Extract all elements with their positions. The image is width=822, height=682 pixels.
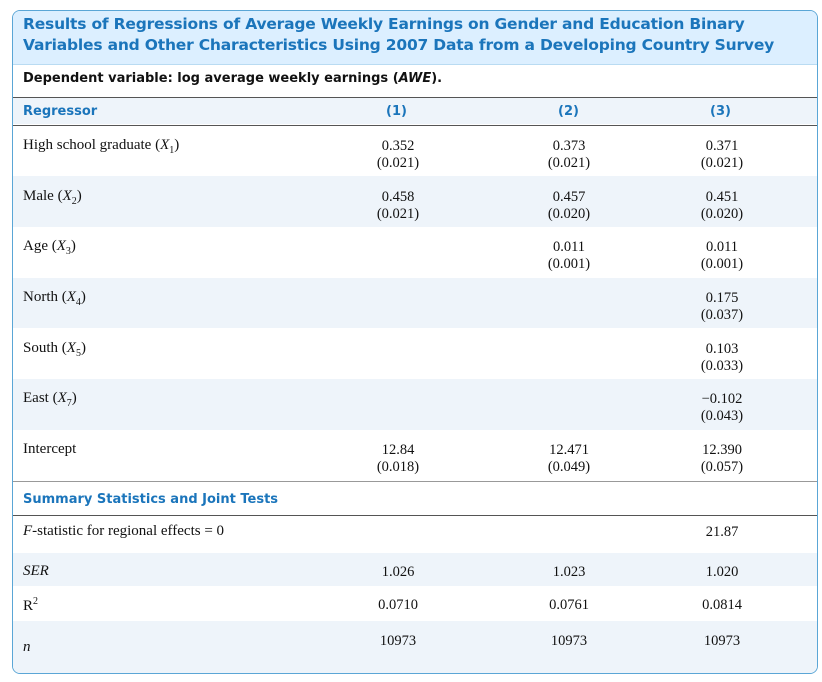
row-label: East (X7) [23,390,77,409]
fstat-label: F-statistic for regional effects = 0 [23,523,225,539]
col1-header: (1) [386,104,407,119]
row-1-col3: 0.451 (0.020) [677,189,767,223]
row-band [13,278,817,328]
coefficient: 12.390 [702,442,742,458]
coefficient: 12.471 [549,442,589,458]
row-2-col2: 0.011 (0.001) [524,239,614,273]
row-3-col3: 0.175 (0.037) [677,290,767,324]
row-band [13,621,817,673]
standard-error: (0.020) [547,206,591,222]
standard-error: (0.001) [700,256,744,272]
row-6-col3: 12.390 (0.057) [677,442,767,476]
r2-col1: 0.0710 [378,597,418,613]
coefficient: 0.458 [381,189,415,205]
row-0-col2: 0.373 (0.021) [524,138,614,172]
table-title: Results of Regressions of Average Weekly… [13,11,817,65]
summary-header: Summary Statistics and Joint Tests [23,492,279,507]
standard-error: (0.057) [700,459,744,475]
standard-error: (0.021) [376,155,420,171]
n-col1: 10973 [379,633,417,649]
intercept-rule [13,481,817,482]
row-label: Male (X2) [23,188,82,207]
standard-error: (0.001) [547,256,591,272]
n-label: n [23,639,31,655]
row-band [13,379,817,430]
standard-error: (0.020) [700,206,744,222]
col3-header: (3) [710,104,731,119]
row-6-col2: 12.471 (0.049) [524,442,614,476]
coefficient: 0.371 [705,138,739,154]
r2-label: R2 [23,596,39,614]
col2-header: (2) [558,104,579,119]
r2-col3: 0.0814 [702,597,742,613]
row-2-col3: 0.011 (0.001) [677,239,767,273]
row-6-col1: 12.84 (0.018) [353,442,443,476]
n-col3: 10973 [703,633,741,649]
row-label: North (X4) [23,289,86,308]
standard-error: (0.021) [376,206,420,222]
coefficient: 0.457 [552,189,586,205]
standard-error: (0.043) [700,408,744,424]
fstat-col3: 21.87 [705,524,739,540]
row-0-col3: 0.371 (0.021) [677,138,767,172]
summary-top-rule [13,515,817,516]
standard-error: (0.018) [376,459,420,475]
row-label: Intercept [23,441,77,457]
row-label: South (X5) [23,340,86,359]
coefficient: −0.102 [701,391,743,407]
standard-error: (0.021) [700,155,744,171]
row-0-col1: 0.352 (0.021) [353,138,443,172]
coefficient: 0.175 [705,290,739,306]
coefficient: 0.373 [552,138,586,154]
standard-error: (0.049) [547,459,591,475]
dependent-variable-note: Dependent variable: log average weekly e… [23,71,443,86]
header-top-rule [13,97,817,98]
standard-error: (0.033) [700,358,744,374]
coefficient: 0.451 [705,189,739,205]
header-band [13,98,817,124]
ser-col3: 1.020 [705,564,739,580]
row-label: Age (X3) [23,238,76,257]
standard-error: (0.037) [700,307,744,323]
coefficient: 0.103 [705,341,739,357]
row-band [13,553,817,586]
regression-table-frame: Results of Regressions of Average Weekly… [12,10,818,674]
n-col2: 10973 [550,633,588,649]
row-label: High school graduate (X1) [23,137,180,156]
coefficient: 0.011 [705,239,739,255]
row-4-col3: 0.103 (0.033) [677,341,767,375]
row-band [13,176,817,227]
coefficient: 0.352 [381,138,415,154]
coefficient: 0.011 [552,239,586,255]
row-1-col2: 0.457 (0.020) [524,189,614,223]
row-5-col3: −0.102 (0.043) [677,391,767,425]
ser-col2: 1.023 [552,564,586,580]
header-bottom-rule [13,125,817,126]
standard-error: (0.021) [547,155,591,171]
ser-label: SER [23,563,49,579]
r2-col2: 0.0761 [549,597,589,613]
row-1-col1: 0.458 (0.021) [353,189,443,223]
coefficient: 12.84 [381,442,415,458]
regressor-header: Regressor [23,104,98,119]
ser-col1: 1.026 [381,564,415,580]
